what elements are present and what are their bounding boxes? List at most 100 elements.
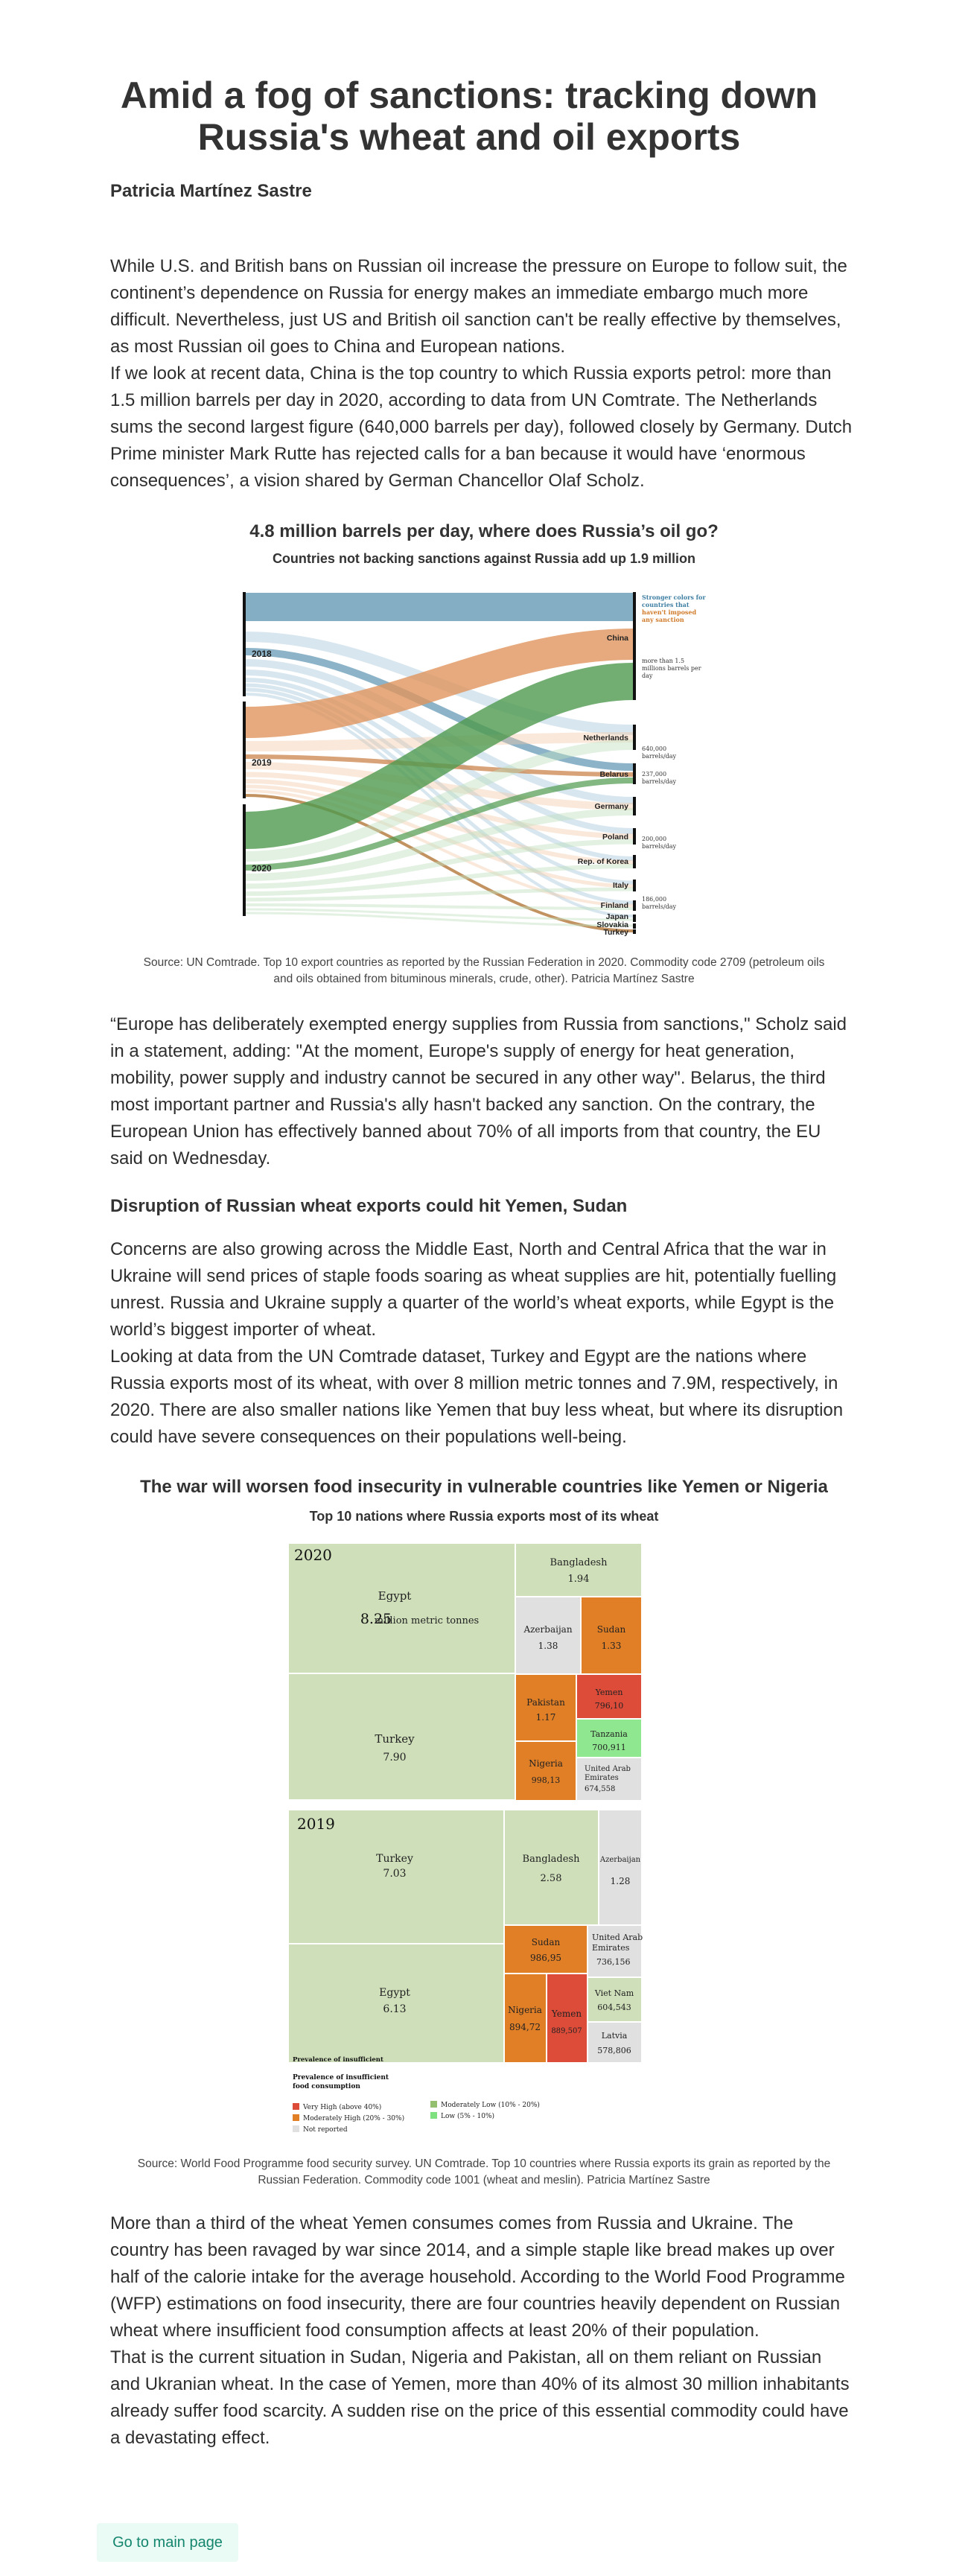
target-label-finland: Finland [601, 901, 628, 910]
svg-text:Yemen: Yemen [595, 1688, 623, 1697]
paragraph: While U.S. and British bans on Russian o… [110, 256, 847, 357]
target-label-turkey: Turkey [603, 928, 628, 937]
paragraph: “Europe has deliberately exempted energy… [110, 1014, 847, 1168]
flow-2020-slovakia [245, 912, 634, 927]
target-label-belarus: Belarus [599, 770, 628, 779]
svg-text:countries that: countries that [642, 601, 690, 608]
svg-text:Nigeria: Nigeria [529, 1758, 563, 1769]
flow-2020-japan [245, 908, 634, 921]
target-label-slovakia: Slovakia [596, 920, 628, 929]
article-title: Amid a fog of sanctions: tracking down R… [120, 74, 818, 158]
wheat-chart-caption: Source: World Food Programme food securi… [137, 2157, 831, 2187]
legend-swatch [430, 2112, 437, 2119]
flow-2020-poland [245, 839, 634, 889]
svg-text:1.28: 1.28 [611, 1876, 631, 1886]
year-label-2020: 2020 [294, 1546, 332, 1564]
sankey-annotations: more than 1.5 millions barrels per day 6… [642, 658, 701, 910]
svg-text:barrels/day: barrels/day [642, 753, 677, 760]
tile-turkey-2019 [287, 1809, 505, 1944]
legend-label: Not reported [303, 2126, 348, 2134]
flow-2018-belarus [245, 648, 634, 771]
tile-egypt-2020 [287, 1542, 516, 1674]
flow-2018-germany [245, 659, 634, 804]
svg-text:237,000: 237,000 [642, 771, 666, 777]
paragraph: More than a third of the wheat Yemen con… [110, 2213, 845, 2341]
target-label-china: China [607, 634, 628, 643]
tile-uae-label-line2: Emirates [592, 1943, 630, 1953]
tile-nigeria-2019 [503, 1973, 547, 2064]
tile-bangladesh-2020 [515, 1542, 643, 1597]
tile-azerbaijan-2019 [598, 1809, 643, 1926]
legend-label: Moderately Low (10% - 20%) [441, 2101, 540, 2109]
svg-text:Sudan: Sudan [597, 1624, 626, 1635]
svg-text:Tanzania: Tanzania [590, 1729, 628, 1739]
legend-label: Very High (above 40%) [302, 2103, 381, 2111]
tile-pakistan-2020 [515, 1673, 577, 1742]
tile-bangladesh-2019 [503, 1809, 599, 1926]
svg-text:7.03: 7.03 [383, 1868, 406, 1880]
svg-text:700,911: 700,911 [592, 1743, 626, 1752]
svg-text:894,72: 894,72 [509, 2022, 541, 2032]
legend-swatch [430, 2101, 437, 2108]
tile-turkey-2020 [287, 1673, 516, 1801]
paragraph: That is the current situation in Sudan, … [110, 2347, 850, 2448]
oil-chart-subtitle: Countries not backing sanctions against … [272, 551, 696, 566]
tile-latvia-2019 [587, 2021, 643, 2064]
tile-nigeria-2020 [515, 1740, 577, 1801]
treemap-2020: 2020 Egypt 8.25 million metric tonnes Tu… [287, 1542, 643, 1801]
legend-swatch [293, 2125, 299, 2132]
tile-label: Egypt [378, 1589, 412, 1603]
paragraph: Looking at data from the UN Comtrade dat… [110, 1346, 844, 1447]
target-label-germany: Germany [594, 802, 628, 811]
tile-uae-2019 [587, 1924, 643, 1978]
oil-chart-caption: Source: UN Comtrade. Top 10 export count… [143, 956, 825, 985]
svg-text:barrels/day: barrels/day [642, 843, 677, 850]
svg-text:578,806: 578,806 [597, 2046, 631, 2055]
treemap-legend: Prevalence of insufficient [293, 2056, 383, 2064]
svg-text:barrels/day: barrels/day [642, 778, 677, 785]
flow-2020-belarus [245, 777, 634, 871]
target-label-korea: Rep. of Korea [578, 857, 628, 866]
year-label-2019: 2019 [297, 1815, 335, 1833]
svg-text:889,507: 889,507 [551, 2027, 582, 2035]
svg-text:Nigeria: Nigeria [508, 2005, 542, 2015]
target-label-poland: Poland [602, 833, 628, 842]
paragraph: Concerns are also growing across the Mid… [110, 1239, 837, 1340]
tile-tanzania-2020 [576, 1718, 643, 1758]
target-label-italy: Italy [613, 881, 628, 890]
svg-text:Yemen: Yemen [551, 2009, 582, 2019]
svg-text:186,000: 186,000 [642, 896, 666, 903]
svg-text:1.38: 1.38 [538, 1641, 558, 1651]
svg-text:Azerbaijan: Azerbaijan [599, 1856, 641, 1864]
svg-text:Turkey: Turkey [375, 1732, 415, 1746]
node-2020-bar [243, 804, 246, 916]
svg-text:674,558: 674,558 [585, 1785, 615, 1793]
svg-text:796,10: 796,10 [595, 1701, 624, 1711]
flow-2019-germany [245, 762, 634, 810]
svg-text:millions barrels per: millions barrels per [642, 665, 701, 672]
svg-text:Pakistan: Pakistan [526, 1697, 565, 1708]
flow-2020-china [245, 663, 634, 849]
svg-text:Azerbaijan: Azerbaijan [523, 1624, 572, 1635]
target-bars [633, 592, 636, 934]
tile-value: 8.25 [360, 1611, 392, 1627]
svg-text:Sudan: Sudan [532, 1937, 561, 1947]
svg-text:640,000: 640,000 [642, 745, 666, 752]
flow-2019-poland [245, 772, 634, 839]
flow-2019-italy [245, 784, 634, 888]
svg-text:1.94: 1.94 [568, 1574, 590, 1585]
tile-egypt-2019 [287, 1943, 505, 2064]
svg-text:Stronger colors for: Stronger colors for [642, 594, 706, 601]
node-2018-label: 2018 [252, 649, 272, 659]
svg-text:haven't imposed: haven't imposed [642, 608, 697, 616]
flow-2020-korea [245, 864, 634, 896]
flow-2020-finland [245, 903, 634, 910]
svg-text:200,000: 200,000 [642, 836, 666, 842]
main-page-link[interactable]: Go to main page [97, 2523, 238, 2562]
svg-text:Turkey: Turkey [376, 1853, 413, 1865]
svg-text:998,13: 998,13 [532, 1775, 561, 1785]
wheat-treemap-chart: 2020 Egypt 8.25 million metric tonnes Tu… [287, 1542, 643, 2064]
flow-2020-germany [245, 808, 634, 881]
svg-text:any sanction: any sanction [642, 616, 684, 623]
section-heading: Disruption of Russian wheat exports coul… [110, 1196, 628, 1216]
